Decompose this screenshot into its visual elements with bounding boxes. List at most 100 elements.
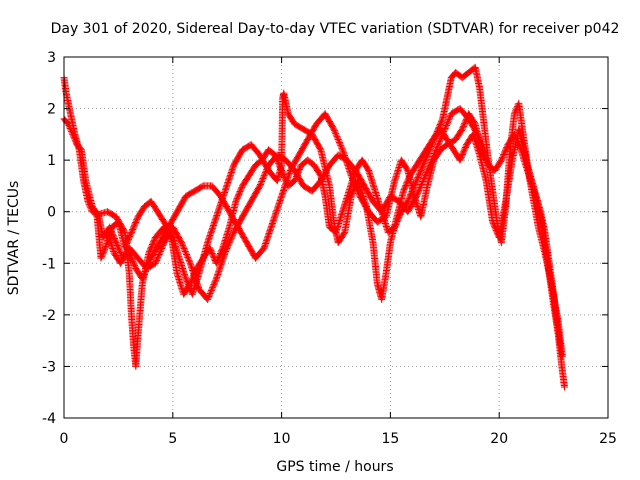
data-point-marker [428, 155, 436, 163]
y-tick-label: -2 [42, 308, 56, 324]
grid [64, 57, 608, 418]
data-point-marker [260, 172, 268, 180]
data-point-marker [224, 243, 232, 251]
data-point-marker [183, 252, 191, 260]
data-point-marker [180, 245, 188, 253]
data-point-marker [139, 273, 147, 281]
data-point-marker [204, 295, 212, 303]
data-point-marker [353, 186, 361, 194]
data-point-marker [434, 141, 442, 149]
data-point-marker [332, 130, 340, 138]
data-point-marker [204, 294, 212, 302]
data-point-marker [444, 119, 452, 127]
data-point-marker [71, 135, 79, 143]
data-point-marker [154, 253, 162, 261]
data-point-marker [442, 123, 450, 131]
data-point-marker [98, 251, 106, 259]
data-point-marker [352, 182, 360, 190]
data-point-marker [424, 164, 432, 172]
data-point-marker [353, 185, 361, 193]
data-point-marker [439, 129, 447, 137]
data-point-marker [335, 137, 343, 145]
data-point-marker [257, 179, 265, 187]
data-point-marker [417, 180, 425, 188]
data-point-marker [413, 192, 421, 200]
data-point-marker [72, 138, 80, 146]
x-tick-label: 25 [599, 431, 617, 447]
data-point-marker [70, 133, 78, 141]
data-point-marker [158, 243, 166, 251]
data-point-marker [258, 178, 266, 186]
data-point-marker [211, 278, 219, 286]
data-point-marker [441, 124, 449, 132]
data-point-marker [330, 127, 338, 135]
data-point-marker [68, 129, 76, 137]
data-point-marker [227, 234, 235, 242]
data-point-marker [437, 133, 445, 141]
data-point-marker [431, 150, 439, 158]
data-point-marker [426, 161, 434, 169]
data-point-marker [510, 110, 518, 118]
data-point-marker [422, 170, 430, 178]
data-point-marker [434, 142, 442, 150]
data-point-marker [185, 256, 193, 264]
data-point-marker [433, 144, 441, 152]
data-point-marker [228, 231, 236, 239]
data-point-marker [432, 145, 440, 153]
data-point-marker [355, 189, 363, 197]
data-point-marker [261, 169, 269, 177]
data-point-marker [427, 157, 435, 165]
data-point-marker [256, 180, 264, 188]
data-point-marker [416, 185, 424, 193]
x-tick-label: 20 [490, 431, 508, 447]
data-point-marker [419, 178, 427, 186]
data-point-marker [140, 270, 148, 278]
y-tick-label: 2 [47, 102, 56, 118]
data-point-marker [429, 152, 437, 160]
data-point-marker [424, 166, 432, 174]
data-point-marker [206, 289, 214, 297]
data-point-marker [422, 169, 430, 177]
data-point-marker [184, 253, 192, 261]
data-point-marker [445, 114, 453, 122]
data-point-marker [337, 141, 345, 149]
data-point-marker [336, 140, 344, 148]
data-point-marker [334, 134, 342, 142]
data-point-marker [64, 120, 72, 128]
data-point-marker [416, 183, 424, 191]
data-point-marker [152, 258, 160, 266]
data-point-marker [438, 132, 446, 140]
data-point-marker [446, 113, 454, 121]
data-point-marker [337, 143, 345, 151]
data-point-marker [560, 383, 568, 391]
data-point-marker [101, 245, 109, 253]
data-point-marker [425, 163, 433, 171]
data-point-marker [330, 125, 338, 133]
data-point-marker [226, 237, 234, 245]
data-point-marker [352, 183, 360, 191]
data-point-marker [222, 246, 230, 254]
data-point-marker [156, 249, 164, 257]
data-point-marker [256, 182, 264, 190]
data-point-marker [208, 285, 216, 293]
data-point-marker [100, 247, 108, 255]
data-point-marker [436, 136, 444, 144]
data-point-marker [413, 191, 421, 199]
data-point-marker [263, 166, 271, 174]
data-point-marker [157, 246, 165, 254]
data-point-marker [179, 243, 187, 251]
y-tick-label: -4 [42, 411, 56, 427]
data-point-marker [186, 258, 194, 266]
data-point-marker [65, 122, 73, 130]
data-point-marker [223, 245, 231, 253]
data-point-marker [442, 122, 450, 130]
data-point-marker [138, 275, 146, 283]
data-point-marker [338, 144, 346, 152]
data-point-marker [225, 239, 233, 247]
data-point-marker [444, 117, 452, 125]
data-point-marker [182, 249, 190, 257]
data-point-marker [333, 133, 341, 141]
data-point-marker [205, 291, 213, 299]
data-point-marker [335, 138, 343, 146]
data-point-marker [423, 167, 431, 175]
